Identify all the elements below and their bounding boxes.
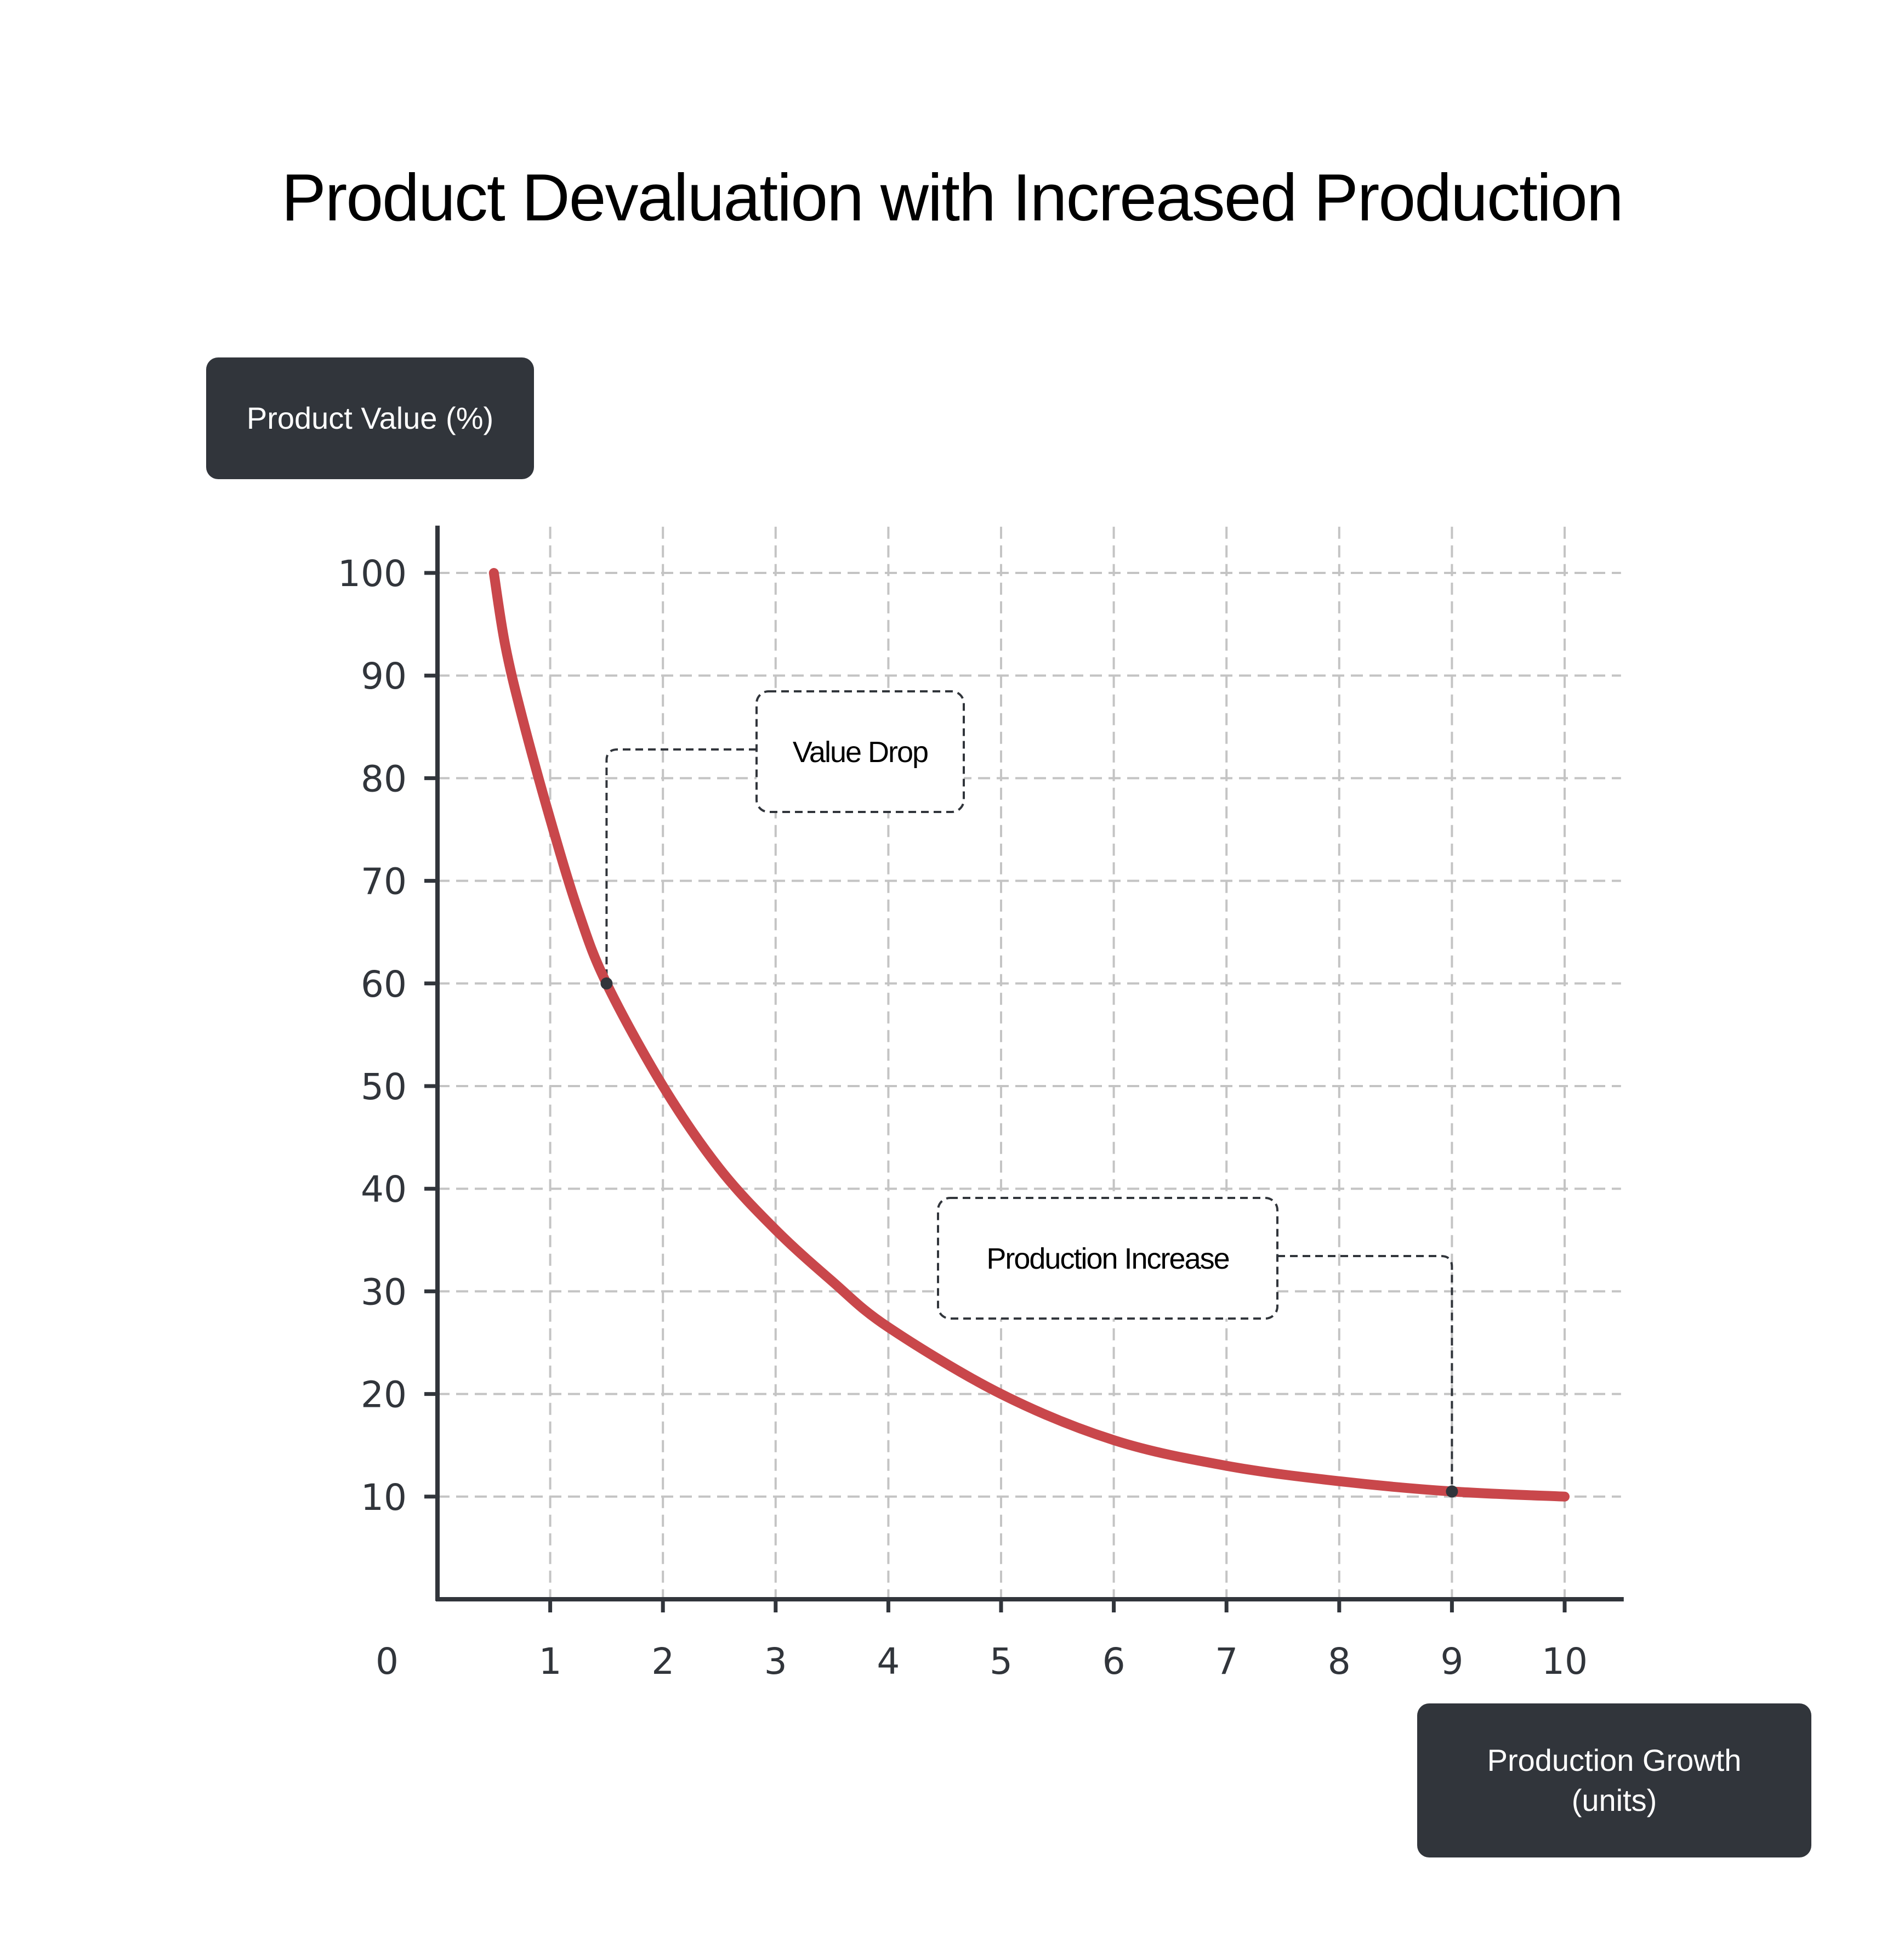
x-tick-label: 2 — [651, 1640, 674, 1683]
value-curve — [488, 568, 1570, 1502]
annotation-points — [600, 977, 1458, 1498]
annotation-box — [755, 690, 965, 813]
y-tick-label: 40 — [361, 1168, 407, 1211]
annotation-box — [937, 1197, 1278, 1320]
y-tick-label: 70 — [361, 861, 407, 903]
chart-title: Product Devaluation with Increased Produ… — [281, 160, 1623, 235]
annotation-point — [600, 977, 613, 990]
x-axis-label-line-2: (units) — [1571, 1782, 1657, 1817]
annotation-connector — [605, 748, 757, 984]
y-tick-label: 100 — [338, 553, 407, 595]
x-tick-label: 6 — [1102, 1640, 1126, 1683]
x-tick-label: 5 — [990, 1640, 1013, 1683]
annotation-point — [1446, 1485, 1458, 1498]
y-tick-label: 10 — [361, 1476, 407, 1519]
y-tick-label: 50 — [361, 1066, 407, 1108]
annotation-label: Production Increase — [986, 1242, 1229, 1275]
y-tick-label: 20 — [361, 1374, 407, 1416]
grid — [437, 526, 1621, 1599]
x-tick-label: 1 — [539, 1640, 562, 1683]
y-tick-label: 60 — [361, 963, 407, 1005]
axes — [424, 525, 1624, 1612]
x-tick-label: 9 — [1440, 1640, 1463, 1683]
annotations: Value Drop Production Increase — [605, 690, 1453, 1492]
x-axis-label-line-1: Production Growth — [1487, 1742, 1742, 1777]
annotation-connector — [1277, 1255, 1453, 1492]
x-tick-label: 3 — [764, 1640, 787, 1683]
y-axis-label: Product Value (%) — [206, 357, 534, 479]
y-tick-label: 30 — [361, 1271, 407, 1313]
series — [488, 568, 1570, 1502]
x-tick-label: 4 — [877, 1640, 900, 1683]
x-axis-label: Production Growth (units) — [1417, 1703, 1811, 1857]
y-tick-label: 90 — [361, 655, 407, 697]
x-tick-label: 7 — [1215, 1640, 1238, 1683]
tick-labels: 1 2 3 4 5 6 7 8 9 10 10 20 30 40 50 60 70 80 90 100 0 — [338, 553, 1588, 1683]
x-tick-label: 10 — [1542, 1640, 1588, 1683]
x-tick-label: 8 — [1328, 1640, 1351, 1683]
origin-label: 0 — [376, 1640, 399, 1683]
annotation-label: Value Drop — [793, 736, 928, 769]
y-axis-label-text: Product Value (%) — [246, 400, 494, 435]
y-tick-label: 80 — [361, 758, 407, 800]
